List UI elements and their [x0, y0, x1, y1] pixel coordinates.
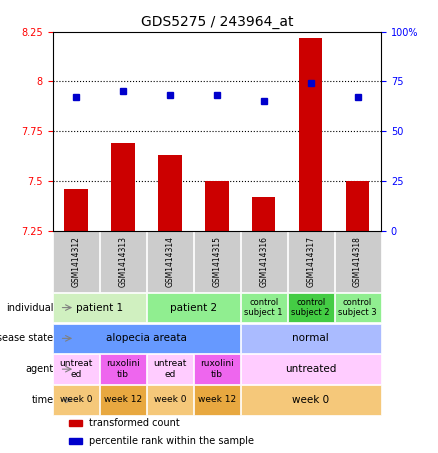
- FancyBboxPatch shape: [241, 231, 287, 292]
- Text: GSM1414313: GSM1414313: [118, 236, 127, 287]
- FancyBboxPatch shape: [241, 293, 287, 323]
- FancyBboxPatch shape: [147, 354, 193, 384]
- Bar: [64, 189, 88, 231]
- Title: GDS5275 / 243964_at: GDS5275 / 243964_at: [141, 15, 293, 29]
- FancyBboxPatch shape: [53, 293, 146, 323]
- Text: control
subject 1: control subject 1: [244, 298, 283, 317]
- Text: control
subject 2: control subject 2: [291, 298, 330, 317]
- FancyBboxPatch shape: [194, 231, 240, 292]
- Text: time: time: [32, 395, 53, 405]
- Text: percentile rank within the sample: percentile rank within the sample: [88, 436, 254, 446]
- FancyBboxPatch shape: [53, 231, 99, 292]
- Text: week 0: week 0: [292, 395, 329, 405]
- Text: patient 2: patient 2: [170, 303, 217, 313]
- FancyBboxPatch shape: [53, 354, 99, 384]
- FancyBboxPatch shape: [335, 231, 381, 292]
- FancyBboxPatch shape: [241, 323, 381, 353]
- Text: untreat
ed: untreat ed: [59, 359, 93, 379]
- Text: control
subject 3: control subject 3: [338, 298, 377, 317]
- Text: individual: individual: [6, 303, 53, 313]
- FancyBboxPatch shape: [100, 231, 146, 292]
- Bar: [299, 38, 322, 231]
- Text: week 0: week 0: [60, 395, 92, 405]
- Bar: [346, 181, 369, 231]
- Bar: [158, 155, 182, 231]
- Bar: [69, 419, 82, 426]
- Text: GSM1414317: GSM1414317: [306, 236, 315, 287]
- Text: alopecia areata: alopecia areata: [106, 333, 187, 343]
- Text: GSM1414312: GSM1414312: [71, 236, 81, 287]
- Text: week 12: week 12: [198, 395, 236, 405]
- FancyBboxPatch shape: [53, 323, 240, 353]
- Text: week 0: week 0: [154, 395, 186, 405]
- FancyBboxPatch shape: [53, 385, 99, 414]
- Text: transformed count: transformed count: [88, 418, 180, 428]
- FancyBboxPatch shape: [194, 354, 240, 384]
- Text: untreated: untreated: [285, 364, 336, 374]
- FancyBboxPatch shape: [335, 293, 381, 323]
- Text: disease state: disease state: [0, 333, 53, 343]
- Text: agent: agent: [25, 364, 53, 374]
- FancyBboxPatch shape: [288, 231, 334, 292]
- Text: week 12: week 12: [104, 395, 142, 405]
- Text: normal: normal: [292, 333, 329, 343]
- Bar: [205, 181, 229, 231]
- Text: GSM1414315: GSM1414315: [212, 236, 221, 287]
- FancyBboxPatch shape: [147, 293, 240, 323]
- Bar: [69, 438, 82, 444]
- Text: patient 1: patient 1: [76, 303, 123, 313]
- Bar: [252, 197, 276, 231]
- Text: untreat
ed: untreat ed: [153, 359, 187, 379]
- Text: ruxolini
tib: ruxolini tib: [200, 359, 234, 379]
- Bar: [111, 143, 135, 231]
- Text: GSM1414316: GSM1414316: [259, 236, 268, 287]
- Text: ruxolini
tib: ruxolini tib: [106, 359, 140, 379]
- Text: GSM1414318: GSM1414318: [353, 236, 362, 287]
- FancyBboxPatch shape: [194, 385, 240, 414]
- Text: GSM1414314: GSM1414314: [166, 236, 174, 287]
- FancyBboxPatch shape: [100, 354, 146, 384]
- FancyBboxPatch shape: [241, 354, 381, 384]
- FancyBboxPatch shape: [100, 385, 146, 414]
- FancyBboxPatch shape: [241, 385, 381, 414]
- FancyBboxPatch shape: [147, 385, 193, 414]
- FancyBboxPatch shape: [288, 293, 334, 323]
- FancyBboxPatch shape: [147, 231, 193, 292]
